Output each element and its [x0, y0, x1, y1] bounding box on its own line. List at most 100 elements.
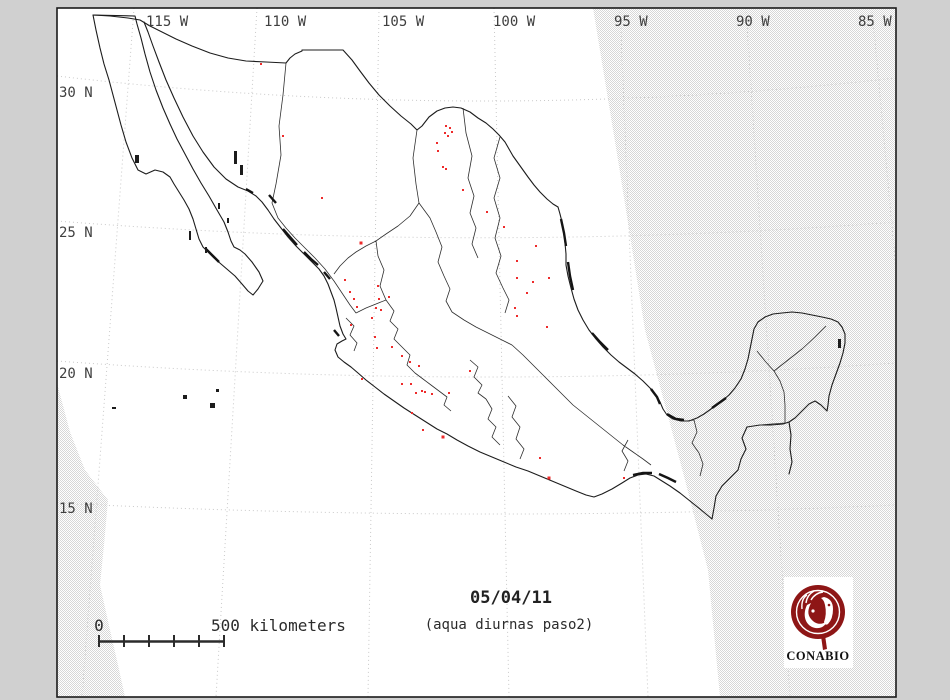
fire-hotspot-dot — [539, 457, 541, 459]
fire-hotspot-dot — [380, 309, 382, 311]
fire-hotspot-dot — [451, 131, 453, 133]
fire-hotspot-dot — [449, 127, 451, 129]
scale-bar-ticks — [98, 635, 225, 647]
fire-hotspot-dot — [418, 365, 420, 367]
fire-hotspot-dot — [411, 412, 413, 414]
fire-hotspot-dot — [344, 279, 346, 281]
map-frame-border — [56, 7, 897, 698]
country-outlines — [92, 14, 846, 520]
swath-east-dither — [593, 8, 896, 697]
date-label: 05/04/11 — [470, 588, 552, 608]
fire-hotspot-dot — [260, 63, 262, 65]
fire-hotspot-dot — [424, 391, 426, 393]
gulf-coast-yucatan-outline — [557, 206, 846, 428]
fire-hotspot-dot — [548, 277, 550, 279]
scale-bar: 0 500 kilometers — [94, 616, 346, 647]
fire-hotspot-dot — [415, 392, 417, 394]
fire-hotspot-dot — [469, 370, 471, 372]
longitude-label: 110 W — [264, 14, 307, 30]
fire-hotspot-dot — [514, 307, 516, 309]
latitude-label: 20 N — [59, 366, 93, 382]
fire-hotspots-layer — [260, 63, 625, 480]
fire-hotspot-dot — [442, 166, 444, 168]
fire-hotspot-dot — [374, 336, 376, 338]
fire-hotspot-dot — [503, 226, 505, 228]
fire-hotspot-dot — [431, 393, 433, 395]
fire-hotspot-dot — [516, 315, 518, 317]
longitude-label: 105 W — [382, 14, 425, 30]
guatemala-border-outline — [711, 426, 748, 520]
fire-hotspot-dot — [448, 392, 450, 394]
islands — [112, 151, 841, 409]
fire-hotspot-dot — [409, 361, 411, 363]
fire-hotspot-dot — [361, 378, 363, 380]
fire-hotspot-dot — [436, 142, 438, 144]
us-border-outline — [92, 14, 559, 208]
parallel-gridline — [57, 75, 896, 102]
fire-hotspot-dot — [282, 135, 284, 137]
fire-hotspot-dot — [437, 150, 439, 152]
subtitle-label: (aqua diurnas paso2) — [425, 617, 594, 633]
meridian-gridline — [619, 8, 649, 697]
baja-california-outline — [92, 14, 264, 296]
fire-hotspot-dot — [350, 324, 352, 326]
latitude-label: 25 N — [59, 225, 93, 241]
fire-hotspot-dot — [359, 241, 363, 245]
graticule-labels: 115 W 110 W 105 W 100 W 95 W 90 W 85 W 30 N 25 N… — [59, 14, 892, 517]
longitude-label: 115 W — [146, 14, 189, 30]
meridian-gridline — [493, 8, 510, 697]
fire-hotspot-dot — [516, 277, 518, 279]
fire-hotspot-dot — [377, 285, 379, 287]
fire-hotspot-dot — [376, 347, 378, 349]
scale-distance-label: 500 kilometers — [211, 616, 346, 635]
fire-hotspot-dot — [388, 296, 390, 298]
conabio-logo: CONABIO — [784, 577, 853, 668]
longitude-label: 100 W — [493, 14, 536, 30]
parallel-gridline — [57, 502, 896, 515]
fire-hotspot-dot — [547, 476, 551, 480]
meridian-gridline — [367, 8, 380, 697]
state-boundaries — [271, 62, 652, 472]
fire-hotspot-dot — [353, 298, 355, 300]
yucatan-state-boundaries — [685, 325, 827, 477]
latitude-label: 15 N — [59, 501, 93, 517]
fire-hotspot-dot — [486, 211, 488, 213]
latitude-label: 30 N — [59, 85, 93, 101]
fire-hotspot-dot — [421, 390, 423, 392]
parallel-gridline — [57, 220, 896, 239]
fire-hotspot-dot — [356, 306, 358, 308]
swath-west-dither — [57, 383, 125, 697]
fire-hotspot-dot — [535, 245, 537, 247]
longitude-label: 95 W — [614, 14, 648, 30]
fire-hotspot-dot — [546, 326, 548, 328]
fire-hotspot-dot — [532, 281, 534, 283]
parallel-gridline — [57, 360, 896, 378]
longitude-label: 85 W — [858, 14, 892, 30]
fire-hotspot-dot — [371, 317, 373, 319]
fire-hotspot-dot — [526, 292, 528, 294]
graticule — [57, 8, 896, 697]
fire-hotspot-dot — [422, 429, 424, 431]
longitude-label: 90 W — [736, 14, 770, 30]
fire-hotspot-dot — [623, 477, 625, 479]
fire-hotspot-dot — [445, 168, 447, 170]
conabio-label: CONABIO — [786, 649, 849, 663]
fire-hotspot-dot — [321, 197, 323, 199]
fire-hotspot-dot — [447, 135, 449, 137]
fire-hotspot-dot — [391, 346, 393, 348]
fire-hotspot-dot — [378, 298, 380, 300]
fire-hotspot-dot — [349, 291, 351, 293]
fire-hotspot-dot — [401, 383, 403, 385]
fire-hotspot-dot — [444, 132, 446, 134]
fire-hotspot-dot — [462, 189, 464, 191]
fire-hotspot-dot — [441, 435, 445, 439]
fire-hotspot-dot — [445, 125, 447, 127]
fire-hotspot-dot — [410, 383, 412, 385]
conabio-emblem-icon — [791, 585, 845, 650]
satellite-swath-shading — [57, 8, 896, 697]
fire-hotspot-dot — [375, 307, 377, 309]
fire-hotspot-dot — [516, 260, 518, 262]
scale-zero-label: 0 — [94, 616, 104, 635]
